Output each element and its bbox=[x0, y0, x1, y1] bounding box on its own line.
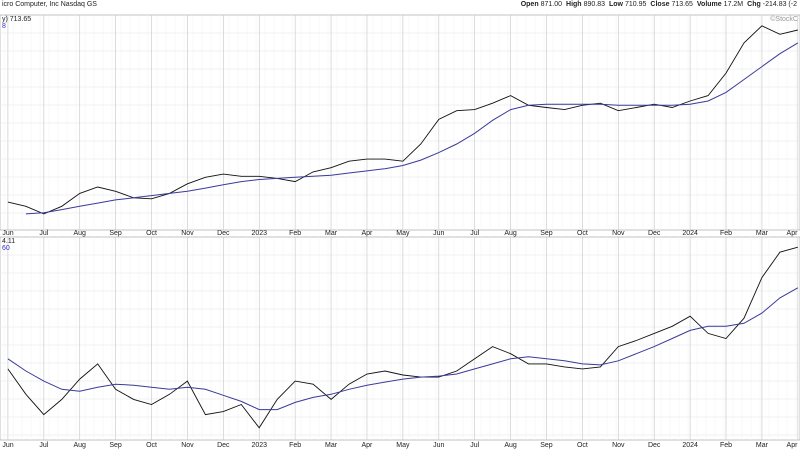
price-legend: y) 713.65 bbox=[2, 16, 31, 23]
lower-legend: 4.11 bbox=[2, 238, 15, 245]
quote-label: Low bbox=[609, 1, 624, 8]
x-tick-label: Dec bbox=[648, 230, 661, 237]
x-tick-label: Sep bbox=[540, 442, 553, 449]
x-tick-label: Dec bbox=[217, 230, 230, 237]
x-tick-label: Feb bbox=[289, 442, 301, 449]
x-tick-label: Apr bbox=[362, 230, 374, 237]
x-tick-label: 2024 bbox=[682, 442, 698, 449]
x-tick-label: Aug bbox=[504, 442, 517, 449]
line-series bbox=[7, 25, 798, 215]
x-tick-label: Sep bbox=[109, 230, 122, 237]
x-tick-label: Mar bbox=[325, 230, 338, 237]
x-tick-label: 2023 bbox=[251, 230, 267, 237]
x-tick-label: Jun bbox=[2, 442, 13, 449]
x-tick-label: Apr bbox=[787, 442, 799, 449]
x-tick-label: 2023 bbox=[251, 442, 267, 449]
x-tick-label: Aug bbox=[73, 230, 86, 237]
security-name: icro Computer, Inc Nasdaq GS bbox=[2, 1, 97, 8]
x-tick-label: Jul bbox=[470, 230, 479, 237]
x-tick-label: Oct bbox=[577, 442, 588, 449]
x-tick-label: Aug bbox=[504, 230, 517, 237]
quote-value: -214.83 (-2 bbox=[763, 1, 797, 8]
x-tick-label: Mar bbox=[756, 442, 769, 449]
quote-value: 17.2M bbox=[724, 1, 744, 8]
watermark: ©StockC bbox=[770, 15, 798, 23]
x-tick-label: Mar bbox=[756, 230, 769, 237]
quote-label: Volume bbox=[697, 1, 722, 8]
x-tick-label: Feb bbox=[289, 230, 301, 237]
x-tick-label: Apr bbox=[787, 230, 799, 237]
x-tick-label: Jul bbox=[470, 442, 479, 449]
x-tick-label: Oct bbox=[577, 230, 588, 237]
x-tick-label: Jun bbox=[433, 230, 444, 237]
line-series bbox=[25, 42, 799, 215]
x-tick-label: Nov bbox=[612, 230, 625, 237]
x-tick-label: Jun bbox=[433, 442, 444, 449]
x-tick-label: May bbox=[396, 230, 410, 237]
quote-value: 871.00 bbox=[541, 1, 563, 8]
x-tick-label: Jun bbox=[2, 230, 13, 237]
quote-value: 890.83 bbox=[584, 1, 606, 8]
x-tick-label: Oct bbox=[146, 230, 157, 237]
x-tick-label: Oct bbox=[146, 442, 157, 449]
quote-label: Chg bbox=[747, 1, 761, 8]
x-tick-label: Mar bbox=[325, 442, 338, 449]
x-tick-label: Apr bbox=[362, 442, 374, 449]
x-tick-label: Nov bbox=[612, 442, 625, 449]
lower-ma-legend: 60 bbox=[2, 245, 10, 252]
x-tick-label: 2024 bbox=[682, 230, 698, 237]
x-tick-label: May bbox=[396, 442, 410, 449]
x-tick-label: Nov bbox=[181, 230, 194, 237]
ma-legend: 8 bbox=[2, 23, 6, 30]
x-tick-label: Aug bbox=[73, 442, 86, 449]
x-tick-label: Feb bbox=[720, 442, 732, 449]
x-tick-label: Feb bbox=[720, 230, 732, 237]
line-series bbox=[7, 287, 799, 411]
x-tick-label: Sep bbox=[540, 230, 553, 237]
x-tick-label: Jul bbox=[39, 442, 48, 449]
x-tick-label: Jul bbox=[39, 230, 48, 237]
quote: Open 871.00 High 890.83 Low 710.95 Close 713.65… bbox=[521, 1, 797, 8]
quote-label: High bbox=[566, 1, 582, 8]
x-tick-label: Nov bbox=[181, 442, 194, 449]
x-tick-label: Sep bbox=[109, 442, 122, 449]
quote-value: 710.95 bbox=[625, 1, 647, 8]
x-tick-label: Dec bbox=[217, 442, 230, 449]
quote-value: 713.65 bbox=[671, 1, 693, 8]
grid bbox=[0, 15, 800, 440]
line-series bbox=[7, 246, 798, 429]
quote-label: Open bbox=[521, 1, 539, 8]
x-tick-label: Dec bbox=[648, 442, 661, 449]
quote-label: Close bbox=[650, 1, 669, 8]
